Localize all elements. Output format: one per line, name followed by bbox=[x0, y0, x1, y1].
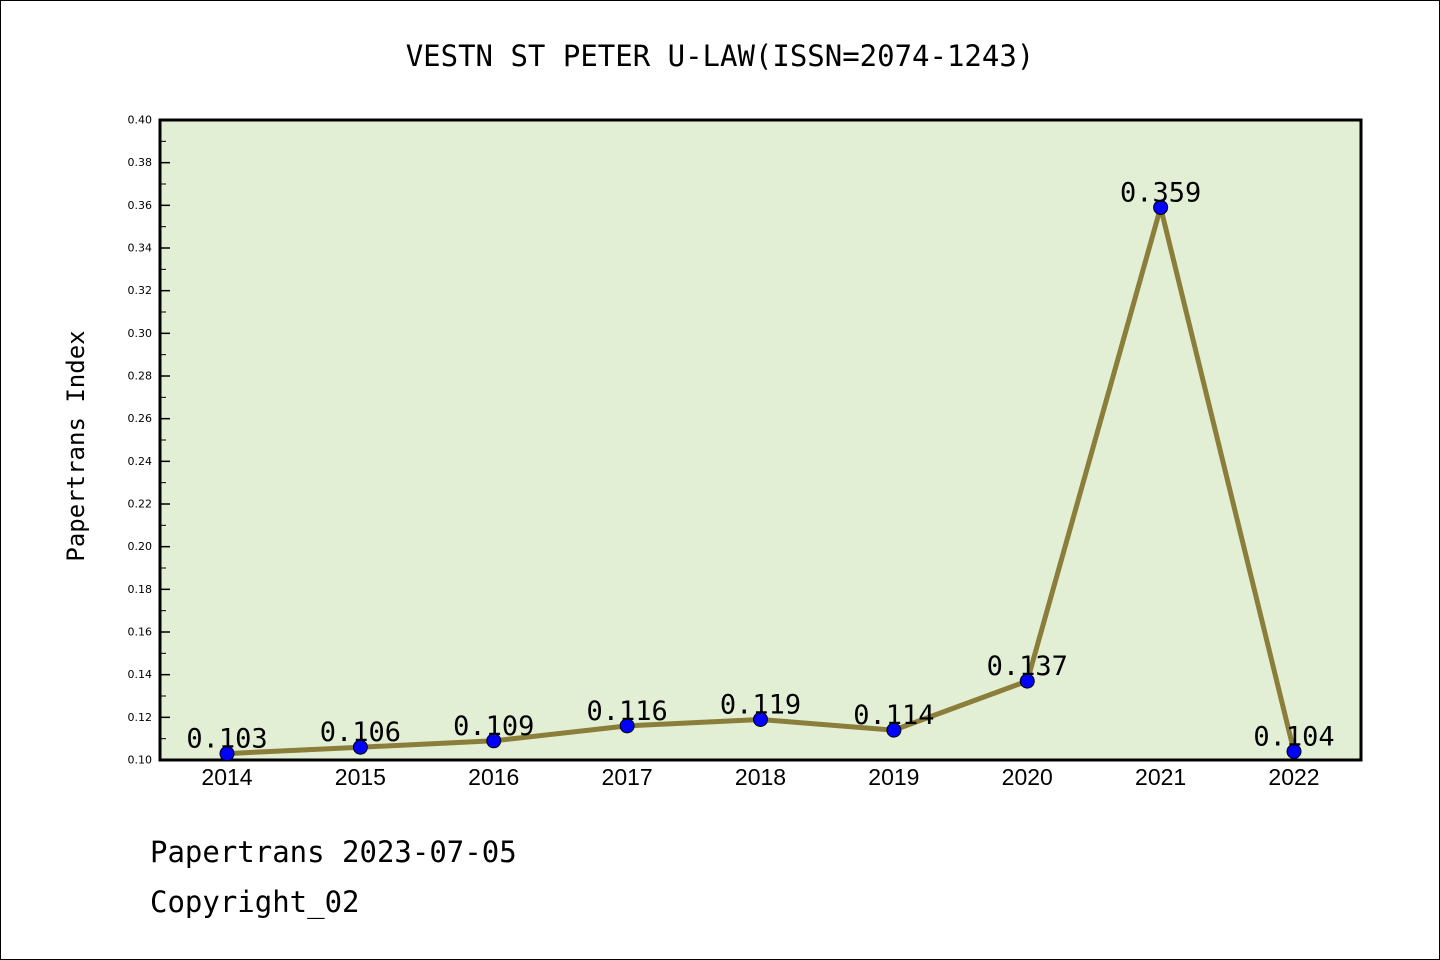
data-markers bbox=[219, 199, 1302, 762]
data-point-label: 0.103 bbox=[186, 724, 267, 755]
data-point-marker bbox=[486, 733, 502, 749]
y-tick-label: 0.14 bbox=[128, 668, 153, 681]
footer-copyright: Copyright_02 bbox=[150, 885, 360, 919]
data-point-marker bbox=[1019, 673, 1035, 689]
footer-date: Papertrans 2023-07-05 bbox=[150, 835, 517, 869]
data-labels: 0.103 0.106 0.109 0.116 0.119 0.114 0.137 0.359… bbox=[186, 177, 1334, 754]
y-tick-label: 0.26 bbox=[128, 412, 153, 425]
y-tick-label: 0.24 bbox=[128, 455, 153, 468]
y-tick-label: 0.16 bbox=[128, 626, 153, 639]
data-point-marker bbox=[1286, 743, 1302, 759]
x-tick-label: 2018 bbox=[735, 764, 786, 790]
y-tick-label: 0.12 bbox=[128, 711, 153, 724]
x-tick-label: 2017 bbox=[602, 764, 653, 790]
data-point-label: 0.104 bbox=[1253, 721, 1334, 752]
x-tick-label: 2016 bbox=[468, 764, 519, 790]
y-tick-label: 0.36 bbox=[128, 199, 153, 212]
y-axis-label: Papertrans Index bbox=[62, 330, 90, 561]
data-point-label: 0.359 bbox=[1120, 177, 1201, 208]
data-point-label: 0.106 bbox=[320, 717, 401, 748]
x-tick-label: 2022 bbox=[1268, 764, 1319, 790]
y-tick-label: 0.38 bbox=[128, 156, 153, 169]
chart-title: VESTN ST PETER U-LAW(ISSN=2074-1243) bbox=[406, 39, 1035, 73]
y-tick-label: 0.20 bbox=[128, 540, 153, 553]
data-point-marker bbox=[219, 746, 235, 762]
y-tick-label: 0.40 bbox=[128, 114, 153, 127]
data-point-marker bbox=[753, 711, 768, 727]
data-point-marker bbox=[1153, 199, 1169, 215]
x-axis-ticks: 2014 2015 2016 2017 2018 2019 2020 2021 2022 bbox=[201, 764, 1319, 790]
data-point-label: 0.109 bbox=[453, 711, 534, 742]
y-tick-label: 0.10 bbox=[128, 754, 153, 767]
x-tick-label: 2019 bbox=[868, 764, 919, 790]
x-tick-label: 2021 bbox=[1135, 764, 1186, 790]
y-tick-label: 0.30 bbox=[128, 327, 153, 340]
y-tick-label: 0.32 bbox=[128, 284, 153, 297]
data-point-label: 0.114 bbox=[853, 700, 934, 731]
data-point-label: 0.119 bbox=[720, 689, 801, 720]
y-tick-label: 0.22 bbox=[128, 498, 153, 511]
data-point-marker bbox=[619, 718, 635, 734]
plot-area bbox=[158, 118, 1363, 762]
data-point-marker bbox=[886, 722, 902, 738]
y-tick-label: 0.18 bbox=[128, 583, 153, 596]
y-axis-ticks: 0.10 0.12 0.14 0.16 0.18 0.20 0.22 0.24 0.26 0.28… bbox=[128, 114, 170, 767]
x-tick-label: 2020 bbox=[1002, 764, 1053, 790]
data-point-label: 0.116 bbox=[586, 696, 667, 727]
x-tick-label: 2015 bbox=[335, 764, 386, 790]
y-tick-label: 0.34 bbox=[128, 242, 153, 255]
data-point-marker bbox=[352, 739, 368, 755]
y-tick-label: 0.28 bbox=[128, 370, 153, 383]
data-point-label: 0.137 bbox=[987, 651, 1068, 682]
x-tick-label: 2014 bbox=[201, 764, 252, 790]
